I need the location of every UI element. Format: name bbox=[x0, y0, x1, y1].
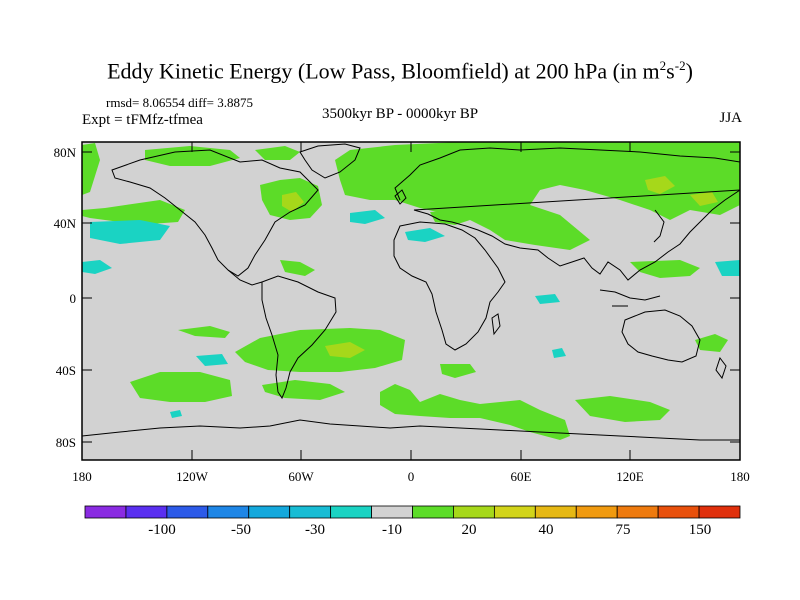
colorbar-segment bbox=[330, 505, 372, 519]
british-isles-coast bbox=[394, 189, 407, 205]
lon-tick-label: 180 bbox=[730, 469, 750, 484]
colorbar-label: -30 bbox=[305, 522, 325, 538]
new-zealand-coast bbox=[715, 356, 727, 380]
indonesia-coast bbox=[599, 289, 661, 307]
lat-tick-label: 0 bbox=[70, 291, 77, 306]
colorbar-label: 75 bbox=[616, 522, 631, 538]
australia-coast bbox=[621, 309, 701, 363]
eurasia-coast bbox=[394, 147, 740, 281]
season-label: JJA bbox=[719, 110, 742, 126]
experiment-label: Expt = tFMfz-tfmea bbox=[82, 112, 203, 128]
colorbar-label: -10 bbox=[382, 522, 402, 538]
stats-label: rmsd= 8.06554 diff= 3.8875 bbox=[106, 95, 253, 110]
colorbar-segment bbox=[84, 505, 127, 519]
colorbar-label: 40 bbox=[539, 522, 554, 538]
japan-coast bbox=[653, 209, 665, 243]
lon-tick-label: 120W bbox=[176, 469, 209, 484]
colorbar-label: 20 bbox=[462, 522, 477, 538]
colorbar bbox=[84, 505, 741, 519]
south-america-coast bbox=[261, 275, 337, 400]
antarctica-coast bbox=[82, 419, 740, 441]
colorbar-label: -100 bbox=[148, 522, 176, 538]
colorbar-segment bbox=[248, 505, 291, 519]
anomaly-field bbox=[82, 142, 740, 441]
madagascar-coast bbox=[491, 313, 501, 336]
colorbar-segment bbox=[698, 505, 741, 519]
map-title: Eddy Kinetic Energy (Low Pass, Bloomfiel… bbox=[107, 58, 693, 84]
lat-tick-label: 80N bbox=[54, 145, 77, 160]
lat-tick-label: 80S bbox=[56, 435, 76, 450]
colorbar-labels: -100 -50 -30 -10 20 40 75 150 bbox=[148, 522, 711, 538]
lat-tick-marks bbox=[82, 151, 740, 443]
colorbar-segment bbox=[616, 505, 659, 519]
strong-positive-regions bbox=[282, 176, 718, 358]
central-america-coast bbox=[227, 269, 263, 286]
colorbar-segment bbox=[371, 505, 413, 519]
lon-tick-label: 120E bbox=[616, 469, 644, 484]
colorbar-segment bbox=[657, 505, 700, 519]
lon-labels: 180 120W 60W 0 60E 120E 180 bbox=[72, 469, 750, 484]
lon-tick-label: 180 bbox=[72, 469, 92, 484]
colorbar-segment bbox=[453, 505, 495, 519]
colorbar-segment bbox=[575, 505, 618, 519]
coastlines bbox=[82, 143, 740, 441]
colorbar-label: 150 bbox=[689, 522, 712, 538]
lat-labels: 80N 40N 0 40S 80S bbox=[54, 145, 77, 450]
north-america-coast bbox=[111, 149, 319, 277]
colorbar-segment bbox=[493, 505, 536, 519]
lat-tick-label: 40N bbox=[54, 216, 77, 231]
lon-tick-label: 0 bbox=[408, 469, 415, 484]
colorbar-label: -50 bbox=[231, 522, 251, 538]
period-label: 3500kyr BP - 0000kyr BP bbox=[321, 106, 479, 122]
lat-tick-label: 40S bbox=[56, 363, 76, 378]
africa-coast bbox=[393, 221, 506, 351]
colorbar-segment bbox=[207, 505, 250, 519]
lon-tick-label: 60W bbox=[288, 469, 314, 484]
colorbar-segment bbox=[289, 505, 332, 519]
colorbar-segment bbox=[534, 505, 577, 519]
negative-anomaly-regions bbox=[82, 210, 740, 418]
colorbar-segment bbox=[166, 505, 209, 519]
lon-tick-marks bbox=[81, 142, 741, 460]
colorbar-segment bbox=[125, 505, 168, 519]
lon-tick-label: 60E bbox=[511, 469, 532, 484]
greenland-coast bbox=[299, 143, 361, 179]
colorbar-segment bbox=[412, 505, 454, 519]
